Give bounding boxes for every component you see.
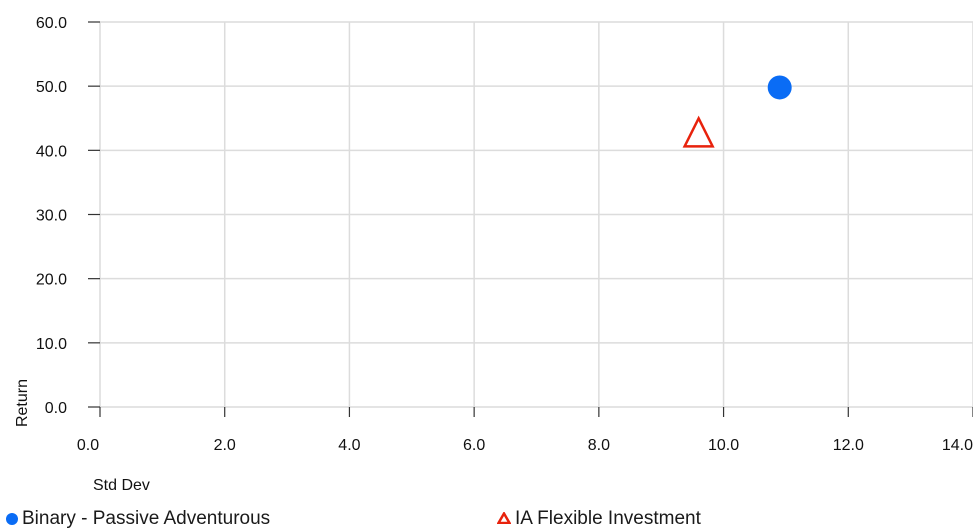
grid xyxy=(99,21,973,408)
x-tick-label: 6.0 xyxy=(463,437,485,454)
y-axis-ticks: 0.0 10.0 20.0 30.0 40.0 50.0 60.0 xyxy=(36,15,100,417)
x-tick-label: 0.0 xyxy=(77,437,99,454)
x-tick-label: 2.0 xyxy=(214,437,236,454)
y-tick-label: 10.0 xyxy=(36,336,67,353)
y-tick-label: 30.0 xyxy=(36,208,67,225)
x-tick-label: 10.0 xyxy=(708,437,739,454)
legend-label: Binary - Passive Adventurous xyxy=(22,508,271,529)
data-points xyxy=(682,75,792,148)
scatter-chart: 0.0 10.0 20.0 30.0 40.0 50.0 60.0 0.0 2.0 4.0 6.0… xyxy=(14,15,973,494)
y-tick-label: 40.0 xyxy=(36,143,67,160)
data-point-binary-passive-adventurous[interactable] xyxy=(767,75,792,100)
circle-icon xyxy=(6,513,18,525)
legend: Binary - Passive Adventurous IA Flexible… xyxy=(0,508,973,530)
y-tick-label: 60.0 xyxy=(36,15,67,32)
x-tick-label: 12.0 xyxy=(833,437,864,454)
x-tick-label: 8.0 xyxy=(588,437,610,454)
legend-label: IA Flexible Investment xyxy=(515,508,701,529)
y-tick-label: 0.0 xyxy=(45,400,67,417)
legend-item-binary-passive-adventurous[interactable]: Binary - Passive Adventurous xyxy=(6,508,270,530)
x-tick-label: 14.0 xyxy=(942,437,973,454)
legend-item-ia-flexible-investment[interactable]: IA Flexible Investment xyxy=(496,508,701,530)
x-axis-title: Std Dev xyxy=(93,477,150,494)
y-tick-label: 50.0 xyxy=(36,79,67,96)
y-axis-title: Return xyxy=(14,379,31,427)
data-point-ia-flexible-investment[interactable] xyxy=(682,115,715,148)
x-axis-ticks: 0.0 2.0 4.0 6.0 8.0 10.0 12.0 14.0 xyxy=(77,407,973,454)
x-tick-label: 4.0 xyxy=(338,437,360,454)
y-tick-label: 20.0 xyxy=(36,272,67,289)
triangle-icon xyxy=(496,508,512,530)
